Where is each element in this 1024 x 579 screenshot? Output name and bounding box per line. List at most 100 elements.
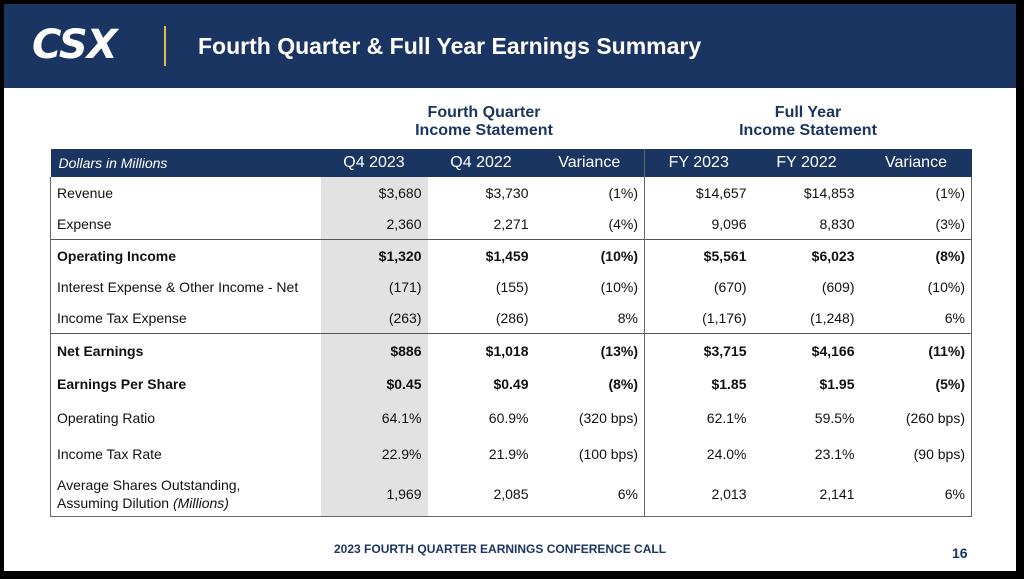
cell-value: (1%) xyxy=(608,184,638,201)
row-label: Expense xyxy=(50,208,321,240)
cell-value: $4,166 xyxy=(752,333,861,367)
row-label-line1: Average Shares Outstanding, xyxy=(57,477,241,493)
group-heading-quarter-line2: Income Statement xyxy=(415,122,553,139)
cell-value: (286) xyxy=(495,309,529,326)
table-row: Average Shares Outstanding, Assuming Dil… xyxy=(50,472,972,517)
cell-value: 60.9% xyxy=(488,410,529,426)
cell-value: (171) xyxy=(320,271,428,302)
row-label: Income Tax Expense xyxy=(50,302,321,334)
cell-value: 23.1% xyxy=(814,446,855,462)
cell-value: (10%) xyxy=(600,278,638,295)
cell-value: (11%) xyxy=(860,333,972,367)
cell-value: (4%) xyxy=(608,215,638,232)
row-label: Revenue xyxy=(50,177,321,208)
table-row: Interest Expense & Other Income - Net (1… xyxy=(50,271,972,302)
column-header: FY 2023 xyxy=(644,149,753,177)
cell-value: 1,969 xyxy=(320,472,428,517)
group-heading-year: Full Year Income Statement xyxy=(708,104,908,140)
cell-value: (670) xyxy=(644,271,753,302)
cell-value: 6% xyxy=(860,472,972,517)
table-row: Operating Ratio 64.1% 60.9% (320 bps) 62… xyxy=(50,400,972,436)
cell-value: (8%) xyxy=(608,375,638,392)
group-heading-quarter: Fourth Quarter Income Statement xyxy=(384,104,584,140)
column-header: Dollars in Millions xyxy=(50,149,321,177)
row-label: Operating Ratio xyxy=(50,400,321,436)
cell-value: (13%) xyxy=(534,333,645,367)
group-heading-quarter-line1: Fourth Quarter xyxy=(427,104,541,121)
row-label-line2: Assuming Dilution (Millions) xyxy=(57,494,315,512)
cell-value: $14,657 xyxy=(644,177,753,208)
page-title: Fourth Quarter & Full Year Earnings Summ… xyxy=(198,33,702,59)
cell-value: $3,715 xyxy=(644,333,753,367)
page-number: 16 xyxy=(952,545,968,561)
cell-value: (10%) xyxy=(534,239,645,271)
cell-value: 2,271 xyxy=(493,215,529,232)
cell-value: $1.85 xyxy=(644,367,753,400)
header-divider xyxy=(164,26,166,66)
cell-value: $3,730 xyxy=(485,184,529,201)
cell-value: (5%) xyxy=(860,367,972,400)
column-header: Variance xyxy=(860,149,972,177)
row-label: Interest Expense & Other Income - Net xyxy=(50,271,321,302)
table-row: Net Earnings $886 $1,018 (13%) $3,715 $4… xyxy=(50,333,972,367)
cell-value: (10%) xyxy=(860,271,972,302)
cell-value: $3,680 xyxy=(320,177,428,208)
column-header: Q4 2023 xyxy=(320,149,428,177)
cell-value: $6,023 xyxy=(752,239,861,271)
row-label: Income Tax Rate xyxy=(50,436,321,472)
row-label: Average Shares Outstanding, Assuming Dil… xyxy=(50,472,321,517)
column-header: FY 2022 xyxy=(752,149,861,177)
group-heading-year-line2: Income Statement xyxy=(739,122,877,139)
cell-value: $0.49 xyxy=(493,375,529,392)
cell-value: $1.95 xyxy=(819,375,855,392)
column-header: Q4 2022 xyxy=(427,149,535,177)
cell-value: 59.5% xyxy=(814,410,855,426)
row-label: Earnings Per Share xyxy=(50,367,321,400)
cell-value: (3%) xyxy=(860,208,972,240)
cell-value: (100 bps) xyxy=(578,446,638,462)
slide: CSX Fourth Quarter & Full Year Earnings … xyxy=(4,4,1016,571)
cell-value: 6% xyxy=(860,302,972,334)
table-row: Income Tax Expense (263) (286) 8% (1,176… xyxy=(50,302,972,334)
cell-value: $886 xyxy=(320,333,428,367)
row-label-units: (Millions) xyxy=(172,495,229,511)
cell-value: $1,459 xyxy=(427,239,535,271)
cell-value: (1,176) xyxy=(644,302,753,334)
earnings-table: Dollars in Millions Q4 2023 Q4 2022 Vari… xyxy=(50,149,972,517)
csx-logo: CSX xyxy=(32,22,118,68)
cell-value: 2,141 xyxy=(752,472,861,517)
cell-value: (1%) xyxy=(860,177,972,208)
footer-text: 2023 FOURTH QUARTER EARNINGS CONFERENCE … xyxy=(334,542,667,556)
table-row: Operating Income $1,320 $1,459 (10%) $5,… xyxy=(50,239,972,271)
cell-value: $5,561 xyxy=(644,239,753,271)
cell-value: (8%) xyxy=(860,239,972,271)
row-label: Operating Income xyxy=(50,239,321,271)
cell-value: $0.45 xyxy=(320,367,428,400)
cell-value: 62.1% xyxy=(644,400,753,436)
table-header-row: Dollars in Millions Q4 2023 Q4 2022 Vari… xyxy=(50,149,972,177)
row-label: Net Earnings xyxy=(50,333,321,367)
cell-value: $1,018 xyxy=(427,333,535,367)
table-row: Income Tax Rate 22.9% 21.9% (100 bps) 24… xyxy=(50,436,972,472)
table-row: Expense 2,360 2,271 (4%) 9,096 8,830 (3%… xyxy=(50,208,972,240)
cell-value: 6% xyxy=(534,472,645,517)
cell-value: 2,360 xyxy=(320,208,428,240)
cell-value: 21.9% xyxy=(488,446,529,462)
cell-value: (263) xyxy=(320,302,428,334)
cell-value: 8,830 xyxy=(819,215,855,232)
cell-value: 2,013 xyxy=(644,472,753,517)
cell-value: (155) xyxy=(495,278,529,295)
group-heading-year-line1: Full Year xyxy=(774,104,842,121)
table-row: Earnings Per Share $0.45 $0.49 (8%) $1.8… xyxy=(50,367,972,400)
table-row: Revenue $3,680 $3,730 (1%) $14,657 $14,8… xyxy=(50,177,972,208)
cell-value: (90 bps) xyxy=(860,436,972,472)
cell-value: $1,320 xyxy=(320,239,428,271)
cell-value: $14,853 xyxy=(803,184,855,201)
header-bar: CSX Fourth Quarter & Full Year Earnings … xyxy=(4,4,1016,88)
row-label-line2-text: Assuming Dilution xyxy=(57,495,173,511)
cell-value: 9,096 xyxy=(644,208,753,240)
cell-value: (1,248) xyxy=(810,309,855,326)
cell-value: 2,085 xyxy=(427,472,535,517)
column-header: Variance xyxy=(534,149,645,177)
cell-value: (320 bps) xyxy=(578,410,638,426)
